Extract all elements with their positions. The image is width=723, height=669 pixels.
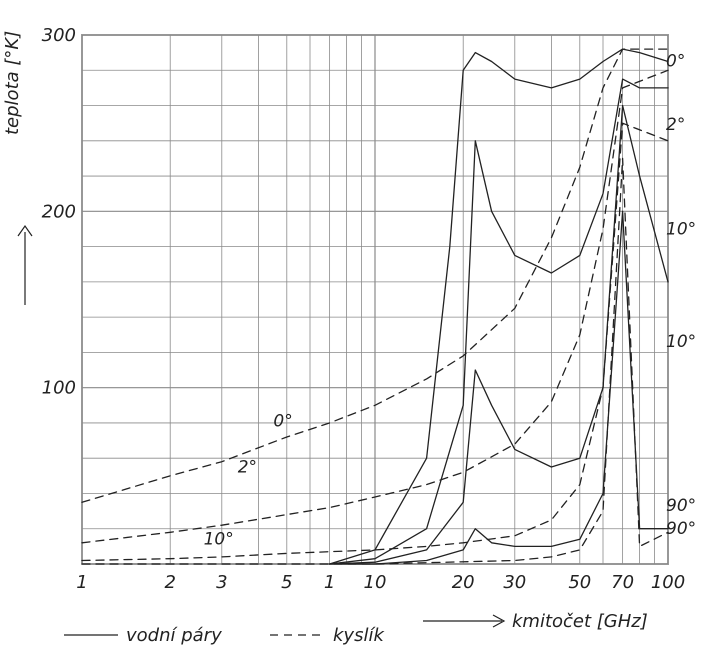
series-line	[81, 48, 669, 503]
x-tick-label: 1	[324, 572, 335, 593]
x-tick-label: 70	[611, 572, 634, 593]
right-curve-label: 0°	[666, 52, 685, 72]
grid	[81, 34, 669, 565]
series-line	[81, 69, 669, 544]
x-tick-label: 3	[216, 572, 227, 593]
series-line	[328, 48, 669, 565]
right-curve-label: 2°	[666, 115, 685, 135]
right-curve-label: 10°	[666, 219, 696, 239]
x-tick-label: 10	[364, 572, 387, 593]
x-tick-label: 50	[568, 572, 591, 593]
series-line	[328, 210, 669, 565]
x-tick-label: 2	[164, 572, 175, 593]
right-curve-label: 10°	[666, 332, 696, 352]
y-tick-label: 300	[42, 25, 76, 46]
x-axis-arrow-head	[492, 614, 506, 628]
series-line	[328, 78, 669, 565]
x-tick-label: 30	[503, 572, 526, 593]
right-curve-label: 90°	[666, 519, 696, 539]
series-line	[81, 122, 669, 562]
series-layer	[81, 48, 669, 565]
x-axis-label: kmitočet [GHz]	[512, 611, 648, 632]
dashed-curve-label: 10°	[204, 530, 234, 550]
label-layer: 1 2 3 5 1 10 20 30 50 70 100 100 200 300 0° 2° 10° 0° 2° 10…	[42, 25, 697, 593]
y-axis-label: teplota [°K]	[2, 31, 23, 135]
dashed-curve-label: 2°	[238, 457, 257, 477]
x-tick-label: 5	[281, 572, 292, 593]
legend-water-vapor: vodní páry	[126, 625, 222, 646]
dashed-curve-label: 0°	[273, 411, 292, 431]
x-tick-label: 20	[452, 572, 475, 593]
y-axis-arrow-head	[17, 224, 33, 237]
legend-oxygen: kyslík	[333, 625, 385, 646]
series-line	[328, 104, 669, 565]
right-curve-label: 90°	[666, 496, 696, 516]
y-tick-label: 100	[42, 378, 76, 399]
x-tick-label: 1	[76, 572, 87, 593]
x-tick-label: 100	[651, 572, 685, 593]
y-tick-label: 200	[42, 201, 76, 222]
